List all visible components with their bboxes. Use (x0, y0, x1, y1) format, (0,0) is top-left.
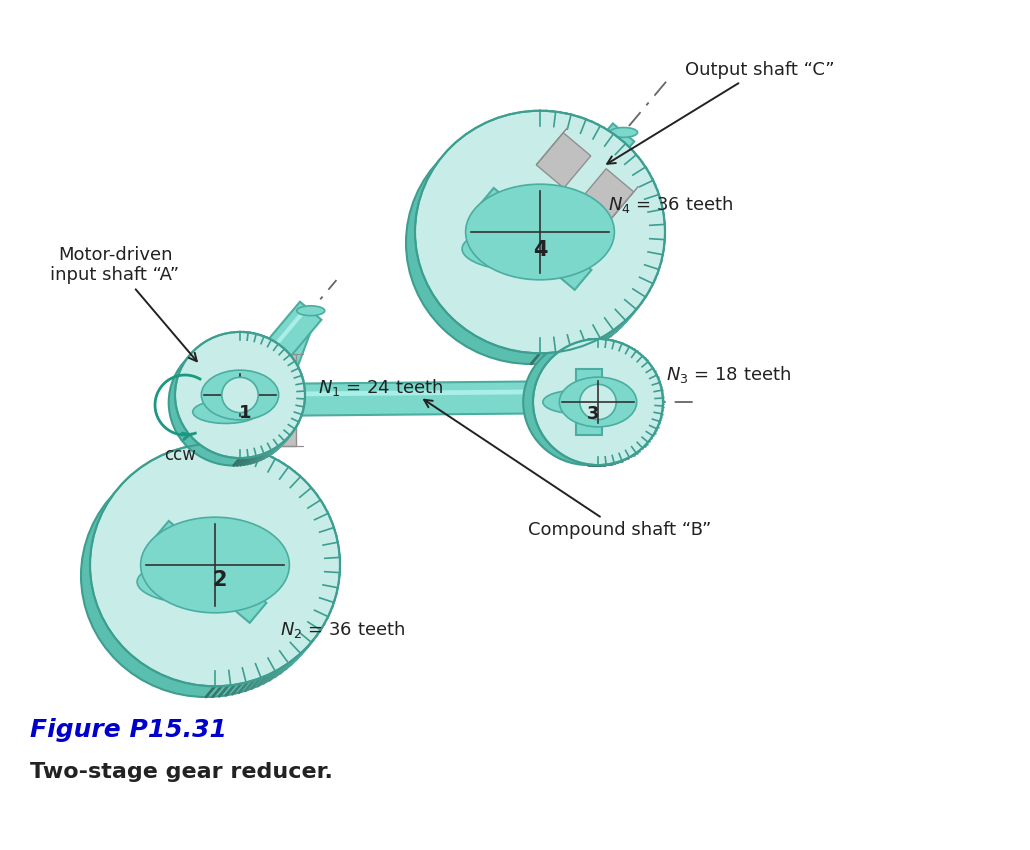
Ellipse shape (523, 339, 653, 465)
Text: 3: 3 (587, 405, 599, 423)
Ellipse shape (153, 540, 281, 584)
Text: Motor-driven
input shaft “A”: Motor-driven input shaft “A” (50, 246, 197, 361)
Ellipse shape (90, 444, 340, 686)
Polygon shape (502, 208, 533, 241)
Polygon shape (250, 389, 588, 397)
Text: 1: 1 (239, 404, 251, 422)
Ellipse shape (141, 517, 289, 613)
Ellipse shape (466, 184, 614, 280)
Polygon shape (262, 403, 294, 440)
Polygon shape (576, 369, 602, 435)
Ellipse shape (505, 198, 575, 266)
Ellipse shape (180, 531, 250, 599)
Polygon shape (254, 410, 296, 446)
Polygon shape (607, 186, 639, 224)
Text: 4: 4 (533, 240, 547, 260)
Ellipse shape (137, 559, 265, 604)
Ellipse shape (543, 390, 609, 414)
Polygon shape (537, 128, 568, 165)
Ellipse shape (259, 352, 286, 361)
Text: $N_3$ = 18 teeth: $N_3$ = 18 teeth (666, 364, 791, 384)
Ellipse shape (406, 122, 656, 364)
Polygon shape (191, 321, 311, 584)
Ellipse shape (221, 377, 259, 412)
Polygon shape (477, 188, 591, 290)
Text: 2: 2 (213, 570, 228, 590)
Polygon shape (176, 541, 208, 574)
Polygon shape (576, 385, 602, 395)
Polygon shape (577, 412, 619, 448)
Ellipse shape (559, 377, 637, 427)
Ellipse shape (479, 207, 607, 252)
Ellipse shape (81, 455, 331, 697)
Text: $N_2$ = 36 teeth: $N_2$ = 36 teeth (280, 620, 405, 641)
Text: Compound shaft “B”: Compound shaft “B” (424, 400, 712, 539)
Polygon shape (206, 327, 305, 581)
Ellipse shape (201, 370, 279, 420)
Polygon shape (192, 349, 246, 405)
Ellipse shape (193, 400, 259, 423)
Ellipse shape (539, 212, 567, 222)
Ellipse shape (610, 128, 638, 138)
Text: $N_4$ = 36 teeth: $N_4$ = 36 teeth (608, 194, 733, 214)
Polygon shape (542, 123, 634, 226)
Text: Output shaft “C”: Output shaft “C” (608, 61, 834, 164)
Ellipse shape (569, 390, 636, 414)
Ellipse shape (462, 227, 589, 271)
Polygon shape (234, 385, 288, 440)
Ellipse shape (169, 339, 299, 466)
Ellipse shape (234, 394, 266, 405)
Polygon shape (577, 356, 619, 392)
Ellipse shape (415, 110, 665, 354)
Ellipse shape (190, 574, 217, 584)
Polygon shape (548, 128, 621, 215)
Ellipse shape (580, 384, 616, 420)
Polygon shape (152, 521, 267, 623)
Ellipse shape (533, 339, 663, 465)
Polygon shape (192, 344, 222, 382)
Ellipse shape (297, 306, 324, 315)
Text: $N_1$ = 24 teeth: $N_1$ = 24 teeth (318, 377, 443, 398)
Text: Figure P15.31: Figure P15.31 (30, 718, 227, 742)
Polygon shape (213, 382, 238, 408)
Polygon shape (537, 133, 591, 188)
Polygon shape (254, 354, 296, 390)
Ellipse shape (284, 321, 312, 331)
Polygon shape (201, 371, 268, 434)
Ellipse shape (572, 391, 604, 403)
Ellipse shape (209, 380, 276, 404)
Text: Two-stage gear reducer.: Two-stage gear reducer. (30, 762, 333, 782)
Polygon shape (267, 306, 309, 355)
Polygon shape (250, 381, 588, 416)
Text: ccw: ccw (164, 446, 196, 464)
Polygon shape (262, 302, 321, 366)
Ellipse shape (175, 332, 305, 458)
Polygon shape (579, 168, 633, 224)
